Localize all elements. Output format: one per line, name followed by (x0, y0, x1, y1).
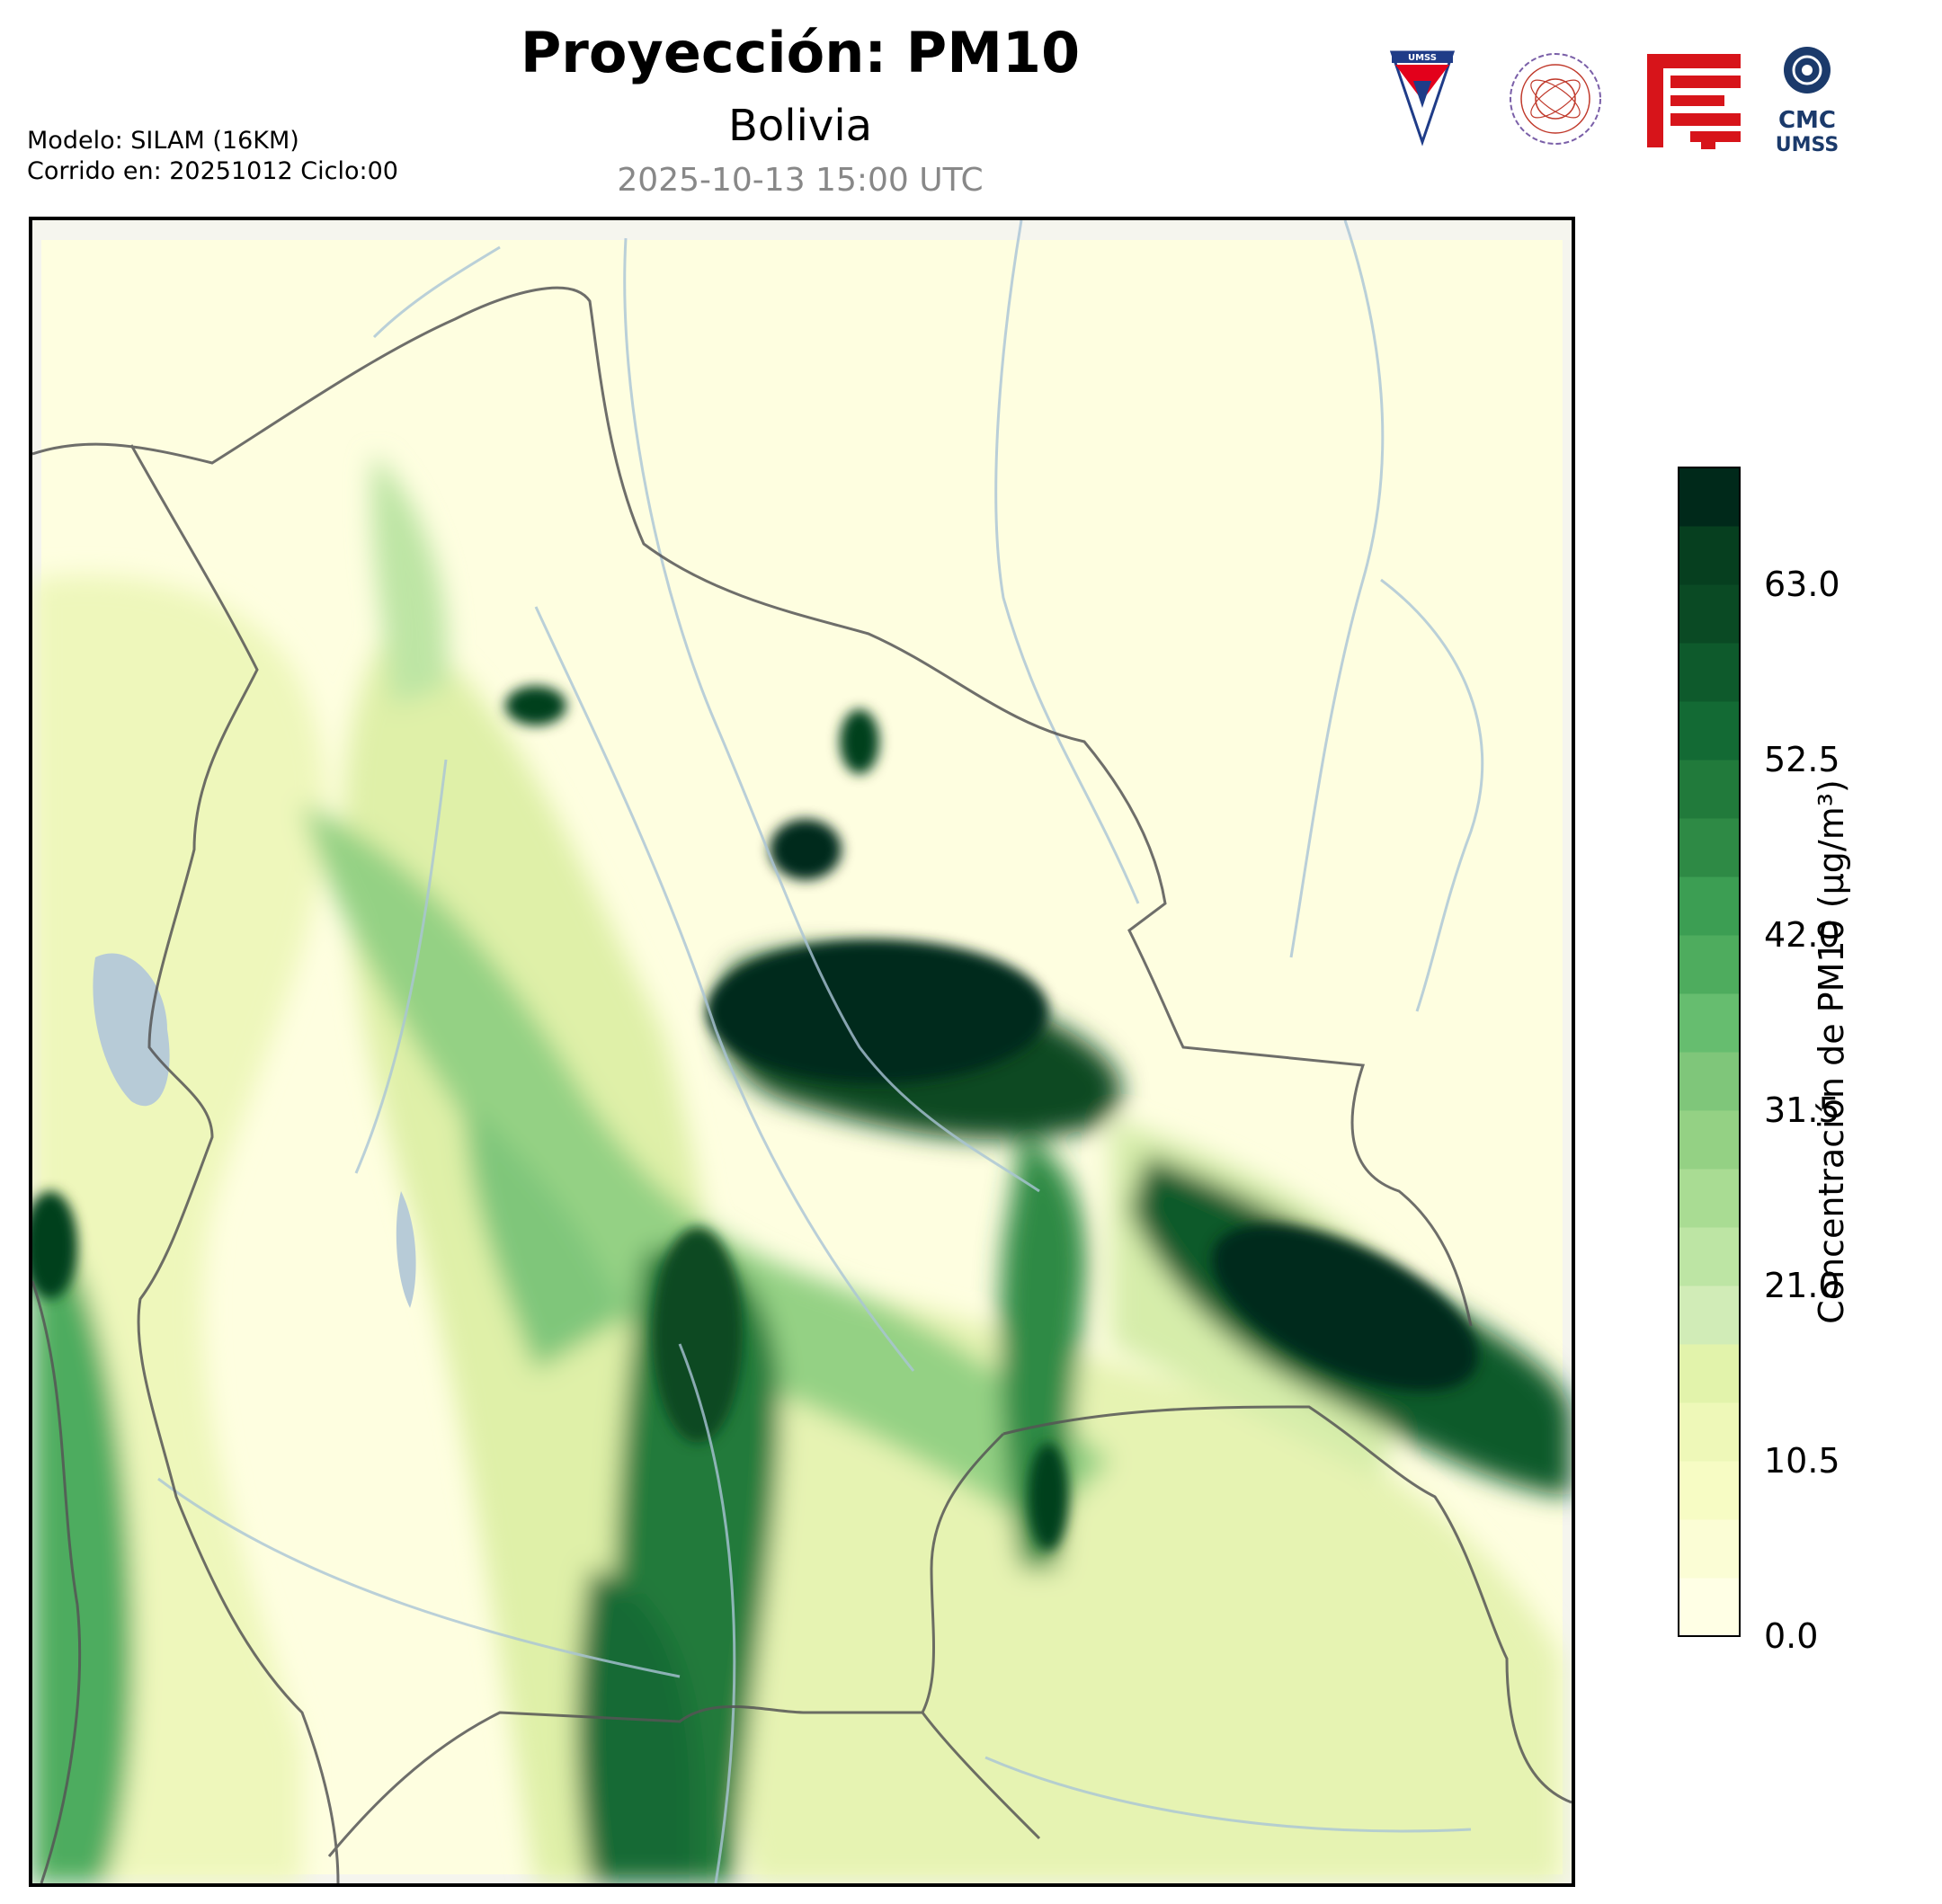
country-borders (32, 286, 1572, 1883)
colorbar-band (1679, 1461, 1740, 1520)
red-institute-logo (1647, 54, 1741, 149)
colorbar-tick-label: 31.5 (1764, 1090, 1840, 1130)
colorbar-band (1679, 1286, 1740, 1345)
colorbar-band (1679, 1344, 1740, 1403)
colorbar-band (1679, 643, 1740, 702)
colorbar-tick-label: 10.5 (1764, 1441, 1840, 1481)
map-title: Proyección: PM10 (520, 20, 1081, 85)
logo-strip: UMSS CMC UMSS (1389, 47, 1839, 156)
cmc-umss-logo: CMC UMSS (1776, 47, 1839, 156)
colorbar-tick-label: 52.5 (1764, 740, 1840, 779)
colorbar-band (1679, 993, 1740, 1053)
umss-logo: UMSS (1389, 50, 1456, 147)
pm10-map (29, 217, 1575, 1887)
map-subtitle: Bolivia (727, 101, 873, 151)
colorbar-band (1679, 1110, 1740, 1170)
map-canvas (32, 220, 1572, 1883)
model-info: Modelo: SILAM (16KM) Corrido en: 2025101… (27, 126, 398, 187)
colorbar-band (1679, 1227, 1740, 1286)
colorbar (1678, 467, 1741, 1637)
colorbar-band (1679, 876, 1740, 936)
colorbar-bands (1679, 467, 1740, 1637)
cmc-logo-subtext: UMSS (1776, 134, 1839, 156)
physics-department-seal (1510, 53, 1601, 145)
model-name: Modelo: SILAM (16KM) (27, 127, 299, 155)
colorbar-band (1679, 1402, 1740, 1462)
colorbar-tick-label: 42.0 (1764, 915, 1840, 955)
colorbar-band (1679, 1519, 1740, 1579)
lake-poopo (396, 1191, 416, 1308)
model-run: Corrido en: 20251012 Ciclo:00 (27, 157, 398, 185)
colorbar-band (1679, 701, 1740, 761)
colorbar-band (1679, 935, 1740, 994)
pm10-hotspots (32, 686, 1478, 1551)
colorbar-band (1679, 1578, 1740, 1637)
colorbar-band (1679, 526, 1740, 585)
colorbar-tick-label: 0.0 (1764, 1616, 1819, 1656)
colorbar-tick-label: 63.0 (1764, 565, 1840, 604)
colorbar-band (1679, 467, 1740, 527)
rivers (157, 220, 1484, 1883)
colorbar-band (1679, 1169, 1740, 1228)
colorbar-band (1679, 584, 1740, 644)
colorbar-label: Concentración de PM10 (µg/m³) (1812, 779, 1851, 1324)
colorbar-band (1679, 760, 1740, 819)
colorbar-tick-label: 21.0 (1764, 1266, 1840, 1305)
colorbar-band (1679, 1052, 1740, 1111)
lake-titicaca (93, 953, 170, 1107)
umss-logo-text: UMSS (1408, 53, 1437, 63)
colorbar-band (1679, 818, 1740, 877)
forecast-timestamp: 2025-10-13 15:00 UTC (617, 162, 984, 199)
cmc-logo-text: CMC (1778, 107, 1836, 134)
